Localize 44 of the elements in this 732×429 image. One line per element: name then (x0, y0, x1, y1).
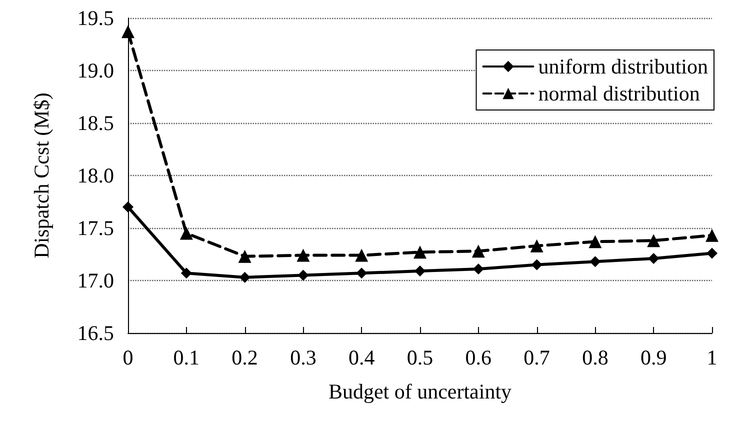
x-tick-label: 0.1 (173, 346, 200, 370)
x-tick-label: 1 (706, 346, 718, 370)
point (238, 250, 252, 263)
x-tick-label: 0.4 (348, 346, 376, 370)
point (355, 248, 368, 262)
point (588, 235, 602, 248)
point (296, 248, 310, 262)
y-tick-label: 17.0 (77, 268, 114, 292)
point (472, 244, 485, 258)
x-tick-label: 0.8 (582, 346, 608, 370)
x-tick-label: 0.3 (290, 346, 316, 370)
y-tick-label: 18.5 (77, 111, 114, 135)
x-tick-label: 0.7 (524, 346, 550, 370)
point (647, 234, 660, 248)
y-tick-label: 19.0 (77, 58, 114, 82)
point (180, 226, 193, 240)
point (706, 248, 718, 259)
point (122, 202, 134, 212)
x-tick-label: 0.2 (232, 346, 258, 370)
point (122, 25, 134, 38)
y-tick-label: 18.0 (77, 164, 114, 188)
x-tick-label: 0.5 (406, 346, 434, 370)
legend-label: uniform distribution (538, 54, 708, 78)
y-axis-title: Dispatch Ccst (M$) (30, 92, 54, 258)
legend-label: normal distribution (538, 82, 700, 106)
point (239, 272, 250, 283)
point (356, 268, 368, 279)
y-tick-label: 17.5 (77, 216, 114, 240)
y-tick-label: 19.5 (77, 6, 114, 30)
point (472, 263, 484, 274)
point (648, 252, 660, 264)
point (706, 228, 718, 242)
point (530, 239, 544, 252)
point (414, 246, 426, 259)
point (180, 268, 192, 279)
y-tick-label: 16.5 (77, 321, 114, 345)
point (531, 259, 542, 270)
x-tick-label: 0.6 (465, 346, 492, 370)
x-tick-label: 0 (122, 346, 134, 370)
point (298, 270, 309, 281)
point (590, 256, 601, 268)
x-tick-label: 0.9 (640, 346, 667, 370)
x-axis-title: Budget of uncertainty (328, 380, 512, 404)
point (414, 266, 426, 277)
